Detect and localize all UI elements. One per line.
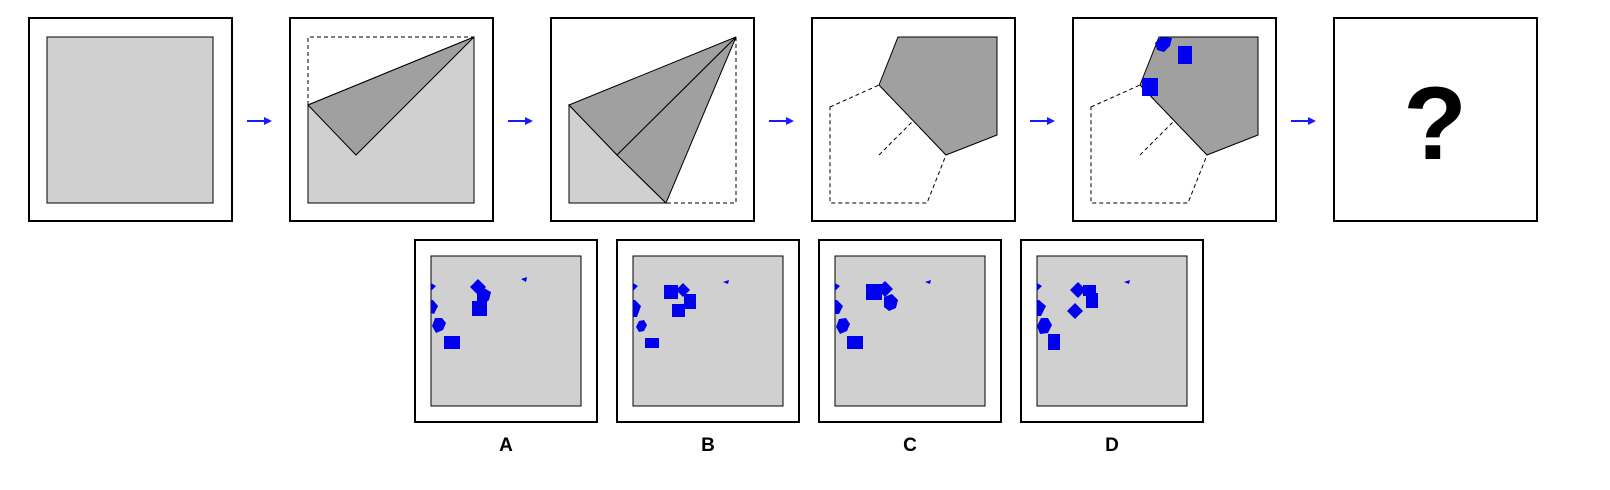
option-label: B (701, 435, 715, 456)
arrow-icon (769, 117, 794, 125)
diamond-hole-icon (1067, 303, 1083, 319)
square-hole-icon (866, 284, 882, 300)
step-3-panel (550, 17, 755, 222)
option-label: A (499, 435, 513, 456)
option-a[interactable]: A (414, 239, 598, 456)
question-mark: ? (1403, 66, 1467, 182)
option-paper (430, 255, 582, 407)
crease-line (1139, 120, 1175, 156)
hexagon-hole-icon (431, 300, 438, 314)
arrow-icon (508, 117, 533, 125)
square-hole-icon (444, 336, 460, 349)
option-paper (1036, 255, 1188, 407)
hexagon-hole-icon (477, 288, 491, 305)
square-hole-icon (645, 338, 659, 348)
hexagon-hole-icon (835, 300, 843, 314)
panel-frame (1333, 17, 1538, 222)
option-paper (834, 255, 986, 407)
square-hole-icon (1083, 285, 1096, 296)
folded-paper (878, 36, 998, 156)
hexagon-hole-icon (1037, 300, 1046, 316)
step-2-panel (289, 17, 494, 222)
hexagon-hole-icon (432, 318, 446, 333)
folded-flap-2 (616, 36, 737, 204)
arrow-icon (1291, 117, 1316, 125)
diamond-hole-icon (676, 283, 690, 297)
hexagon-hole-icon (1155, 37, 1172, 52)
square-hole-icon (1086, 293, 1098, 308)
square-hole-icon (1142, 78, 1158, 96)
square-hole-icon (847, 336, 863, 349)
hexagon-hole-icon (636, 320, 647, 332)
option-paper (632, 255, 784, 407)
option-label: D (1105, 435, 1119, 456)
step-6-panel: ? (1333, 17, 1538, 222)
square-hole-icon (472, 301, 487, 316)
square-hole-icon (664, 285, 678, 299)
hole-icon (633, 283, 638, 291)
hole-icon (925, 280, 931, 284)
fold-outline-dashed (829, 84, 947, 204)
hole-icon (431, 283, 436, 291)
hexagon-hole-icon (884, 294, 898, 311)
square-hole-icon (1048, 334, 1060, 350)
square-hole-icon (1178, 46, 1192, 64)
hexagon-hole-icon (633, 300, 641, 317)
diamond-hole-icon (877, 281, 893, 297)
hole-icon (1037, 283, 1042, 291)
hexagon-hole-icon (1037, 318, 1052, 334)
hole-icon (521, 277, 527, 282)
hexagon-hole-icon (836, 318, 850, 334)
crease-line (878, 120, 914, 156)
step-5-panel (1072, 17, 1277, 222)
arrow-icon (1030, 117, 1055, 125)
square-hole-icon (672, 304, 685, 317)
square-hole-icon (684, 294, 696, 309)
step-1-panel (28, 17, 233, 222)
diamond-hole-icon (1070, 282, 1086, 298)
fold-outline-dashed (666, 37, 737, 204)
arrow-icon (247, 117, 272, 125)
option-b[interactable]: B (616, 239, 800, 456)
folded-flap (307, 36, 475, 156)
option-c[interactable]: C (818, 239, 1002, 456)
fold-outline-dashed (307, 36, 474, 105)
option-d[interactable]: D (1020, 239, 1204, 456)
hole-icon (1124, 280, 1130, 284)
paper-square (46, 36, 214, 204)
hole-icon (723, 280, 729, 284)
fold-outline-dashed (1090, 84, 1208, 204)
option-label: C (903, 435, 917, 456)
hole-icon (835, 283, 840, 291)
step-4-panel (811, 17, 1016, 222)
